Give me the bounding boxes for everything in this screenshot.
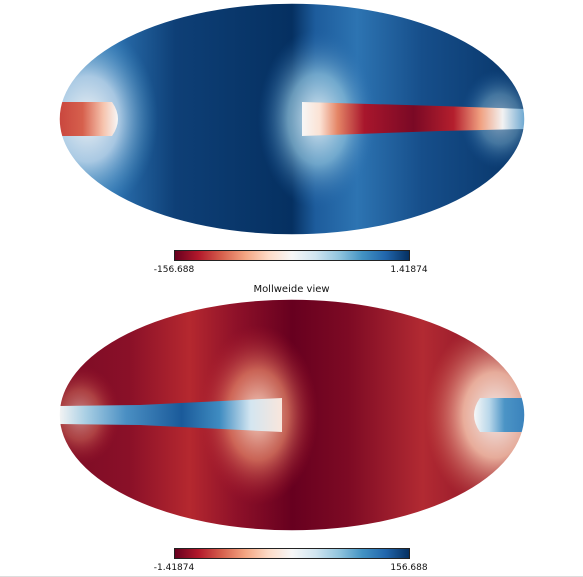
bottom-colorbar <box>174 548 410 559</box>
top-colorbar-max-label: 1.41874 <box>390 265 428 275</box>
bottom-colorbar-max-label: 156.688 <box>390 563 428 573</box>
top-map-outline <box>58 2 526 236</box>
bottom-map-outline <box>58 298 526 532</box>
bottom-mollweide-map <box>59 299 525 531</box>
top-colorbar <box>174 250 410 261</box>
top-colorbar-min-label: -156.688 <box>153 265 195 275</box>
bottom-colorbar-min-label: -1.41874 <box>153 563 195 573</box>
top-mollweide-map <box>59 3 525 235</box>
map-title: Mollweide view <box>253 284 330 295</box>
